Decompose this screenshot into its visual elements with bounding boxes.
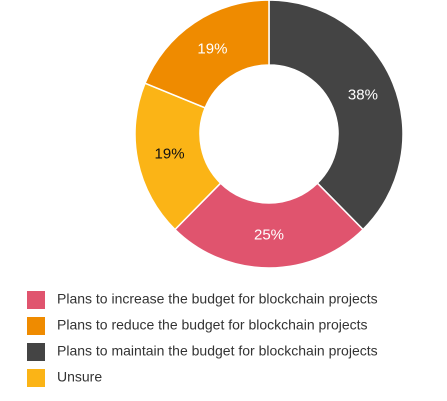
legend-text: Plans to increase the budget for blockch…: [57, 291, 378, 307]
donut-slice: [268, 0, 404, 231]
legend-swatch: [27, 317, 45, 335]
donut-slice: [173, 182, 365, 269]
slice-label: 25%: [254, 226, 284, 243]
legend-swatch: [27, 369, 45, 387]
legend-text: Plans to maintain the budget for blockch…: [57, 343, 378, 359]
donut-slice: [134, 82, 222, 231]
slice-label: 19%: [155, 145, 185, 162]
slice-label: 19%: [197, 41, 227, 58]
legend-swatch: [27, 291, 45, 309]
legend-swatch: [27, 343, 45, 361]
legend-text: Unsure: [57, 369, 102, 385]
slice-label: 38%: [348, 86, 378, 103]
donut-slice: [144, 0, 270, 109]
legend-text: Plans to reduce the budget for blockchai…: [57, 317, 368, 333]
